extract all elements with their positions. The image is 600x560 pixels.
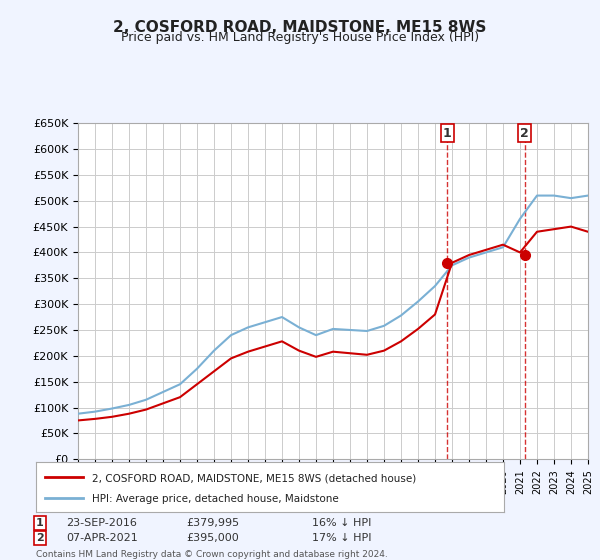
- Text: 2, COSFORD ROAD, MAIDSTONE, ME15 8WS: 2, COSFORD ROAD, MAIDSTONE, ME15 8WS: [113, 20, 487, 35]
- Text: Contains HM Land Registry data © Crown copyright and database right 2024.
This d: Contains HM Land Registry data © Crown c…: [36, 550, 388, 560]
- Text: 23-SEP-2016: 23-SEP-2016: [66, 518, 137, 528]
- Text: 2, COSFORD ROAD, MAIDSTONE, ME15 8WS (detached house): 2, COSFORD ROAD, MAIDSTONE, ME15 8WS (de…: [92, 473, 416, 483]
- Text: 17% ↓ HPI: 17% ↓ HPI: [312, 533, 371, 543]
- Text: 2: 2: [520, 127, 529, 139]
- Text: Price paid vs. HM Land Registry's House Price Index (HPI): Price paid vs. HM Land Registry's House …: [121, 31, 479, 44]
- Text: £395,000: £395,000: [186, 533, 239, 543]
- Text: 2: 2: [36, 533, 44, 543]
- Text: HPI: Average price, detached house, Maidstone: HPI: Average price, detached house, Maid…: [92, 494, 339, 505]
- Text: 07-APR-2021: 07-APR-2021: [66, 533, 138, 543]
- Text: 16% ↓ HPI: 16% ↓ HPI: [312, 518, 371, 528]
- Text: 1: 1: [443, 127, 452, 139]
- Text: £379,995: £379,995: [186, 518, 239, 528]
- Text: 1: 1: [36, 518, 44, 528]
